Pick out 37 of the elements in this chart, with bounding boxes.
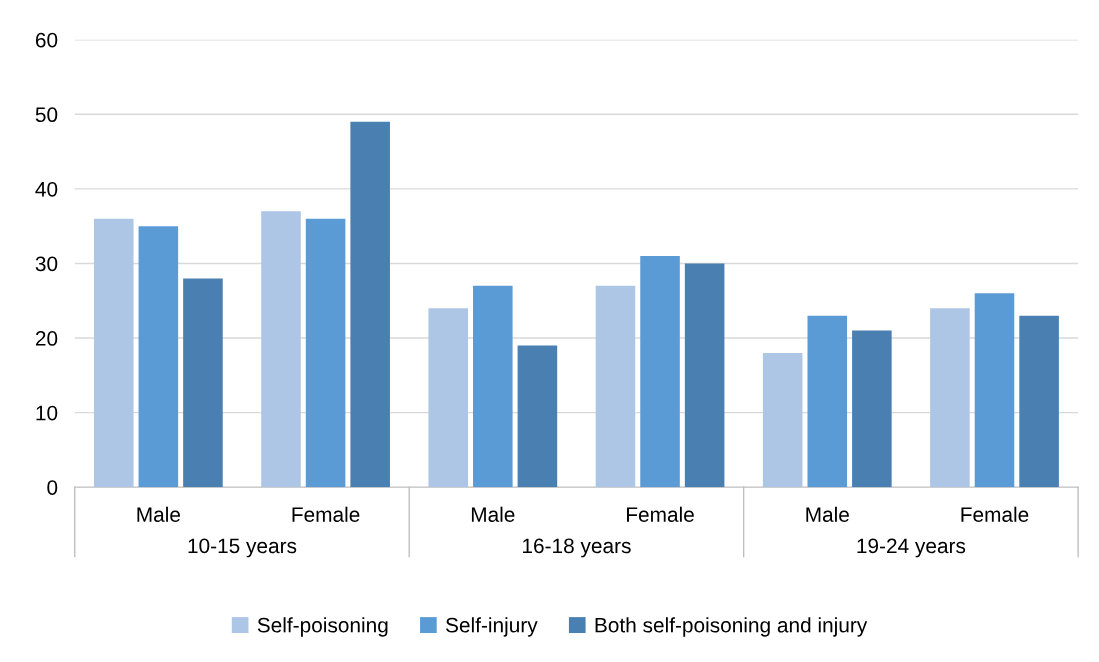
text: 10-15 years xyxy=(188,538,297,558)
bar xyxy=(517,345,558,488)
y-tick-label: 40 xyxy=(35,181,58,197)
bar xyxy=(595,285,636,488)
legend-label: Both self-poisoning and injury xyxy=(595,617,868,637)
bar xyxy=(852,330,892,488)
bar xyxy=(138,226,179,488)
y-tick-label: 50 xyxy=(35,107,58,123)
y-tick-label: 10 xyxy=(36,405,58,421)
bar xyxy=(1019,315,1059,488)
bar xyxy=(930,308,970,488)
x-tick-label: Male xyxy=(471,506,515,522)
bar xyxy=(261,211,301,488)
y-tick-label: 60 xyxy=(35,32,58,48)
y-tick-label: 20 xyxy=(35,331,58,346)
text: 16-18 years xyxy=(523,538,631,558)
bar xyxy=(974,293,1015,488)
x-tick-label: Female xyxy=(961,506,1029,522)
bar xyxy=(473,285,513,488)
legend-label: Self-injury xyxy=(446,617,538,637)
y-tick-label: 30 xyxy=(35,256,58,272)
x-tick-label: Female xyxy=(627,506,694,522)
bar xyxy=(762,352,803,488)
bar xyxy=(807,315,848,488)
x-tick-label: Female xyxy=(292,506,360,522)
bar xyxy=(684,263,725,488)
bar xyxy=(93,218,134,488)
text: 19-24 years xyxy=(857,538,966,558)
x-tick-label: Male xyxy=(806,506,849,522)
y-tick-label: 0 xyxy=(47,480,58,495)
bar xyxy=(640,256,680,488)
bar xyxy=(428,308,468,488)
bar xyxy=(350,121,390,488)
bar xyxy=(305,218,346,488)
bar xyxy=(183,278,223,488)
x-tick-label: Male xyxy=(137,506,180,522)
legend-label: Self-poisoning xyxy=(257,617,388,637)
